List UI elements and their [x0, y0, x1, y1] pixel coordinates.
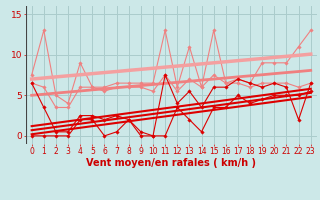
X-axis label: Vent moyen/en rafales ( km/h ): Vent moyen/en rafales ( km/h )	[86, 158, 256, 168]
